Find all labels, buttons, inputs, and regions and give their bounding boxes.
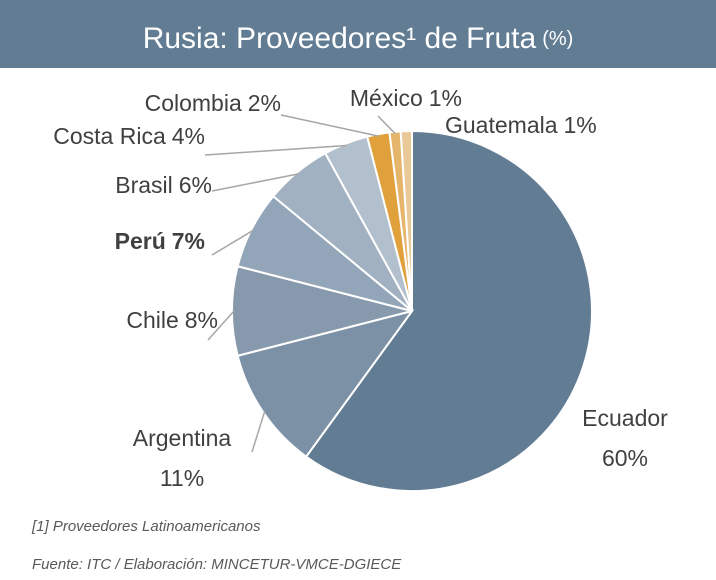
slice-label: Ecuador 60% xyxy=(582,405,668,471)
slice-label: Chile 8% xyxy=(126,307,218,333)
title-bar xyxy=(0,0,716,68)
slice-label: Colombia 2% xyxy=(145,90,281,116)
chart-title-group: Rusia: Proveedores¹ de Fruta (%) xyxy=(143,22,574,55)
value-label: 1% xyxy=(429,85,462,111)
value-label: 4% xyxy=(172,123,205,149)
category-label: Colombia xyxy=(145,90,242,116)
value-label: 7% xyxy=(172,228,205,254)
category-label: Argentina xyxy=(133,425,232,451)
title-unit: (%) xyxy=(542,28,573,50)
slice-label: Costa Rica 4% xyxy=(53,123,205,149)
value-label: 11% xyxy=(160,465,204,491)
pie-slice xyxy=(236,309,415,459)
category-label: Brasil xyxy=(115,172,173,198)
category-label: Perú xyxy=(115,228,166,254)
leader-line xyxy=(204,144,347,156)
value-label: 1% xyxy=(564,112,597,138)
category-label: Ecuador xyxy=(582,405,668,431)
pie-slice xyxy=(399,129,413,312)
leader-line xyxy=(211,173,299,192)
value-label: 2% xyxy=(248,90,281,116)
footnote: [1] Proveedores Latinoamericanos xyxy=(31,518,261,535)
value-label: 8% xyxy=(185,307,218,333)
pie-slice xyxy=(304,129,593,492)
pie-slice xyxy=(231,265,413,357)
value-label: 60% xyxy=(602,445,648,471)
category-label: Costa Rica xyxy=(53,123,166,149)
leader-line xyxy=(280,114,379,137)
chart-title: Rusia: Proveedores¹ de Fruta xyxy=(143,22,537,55)
category-label: Guatemala xyxy=(445,112,558,138)
slice-label: Brasil 6% xyxy=(115,172,212,198)
category-label: México xyxy=(350,85,423,111)
slice-label: Argentina 11% xyxy=(133,425,232,491)
value-label: 6% xyxy=(179,172,212,198)
slice-label: México 1% xyxy=(350,85,462,111)
leader-line xyxy=(251,410,266,453)
leader-line xyxy=(207,310,235,341)
slice-label: Guatemala 1% xyxy=(445,112,597,138)
slice-label: Perú 7% xyxy=(115,228,205,254)
leader-line xyxy=(211,229,254,256)
leader-line xyxy=(377,115,396,135)
source-note: Fuente: ITC / Elaboración: MINCETUR-VMCE… xyxy=(32,556,402,573)
category-label: Chile xyxy=(126,307,178,333)
